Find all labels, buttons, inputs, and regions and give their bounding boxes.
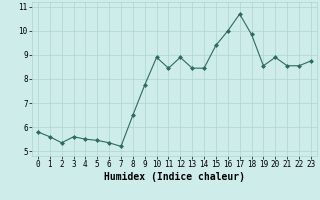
X-axis label: Humidex (Indice chaleur): Humidex (Indice chaleur) <box>104 172 245 182</box>
